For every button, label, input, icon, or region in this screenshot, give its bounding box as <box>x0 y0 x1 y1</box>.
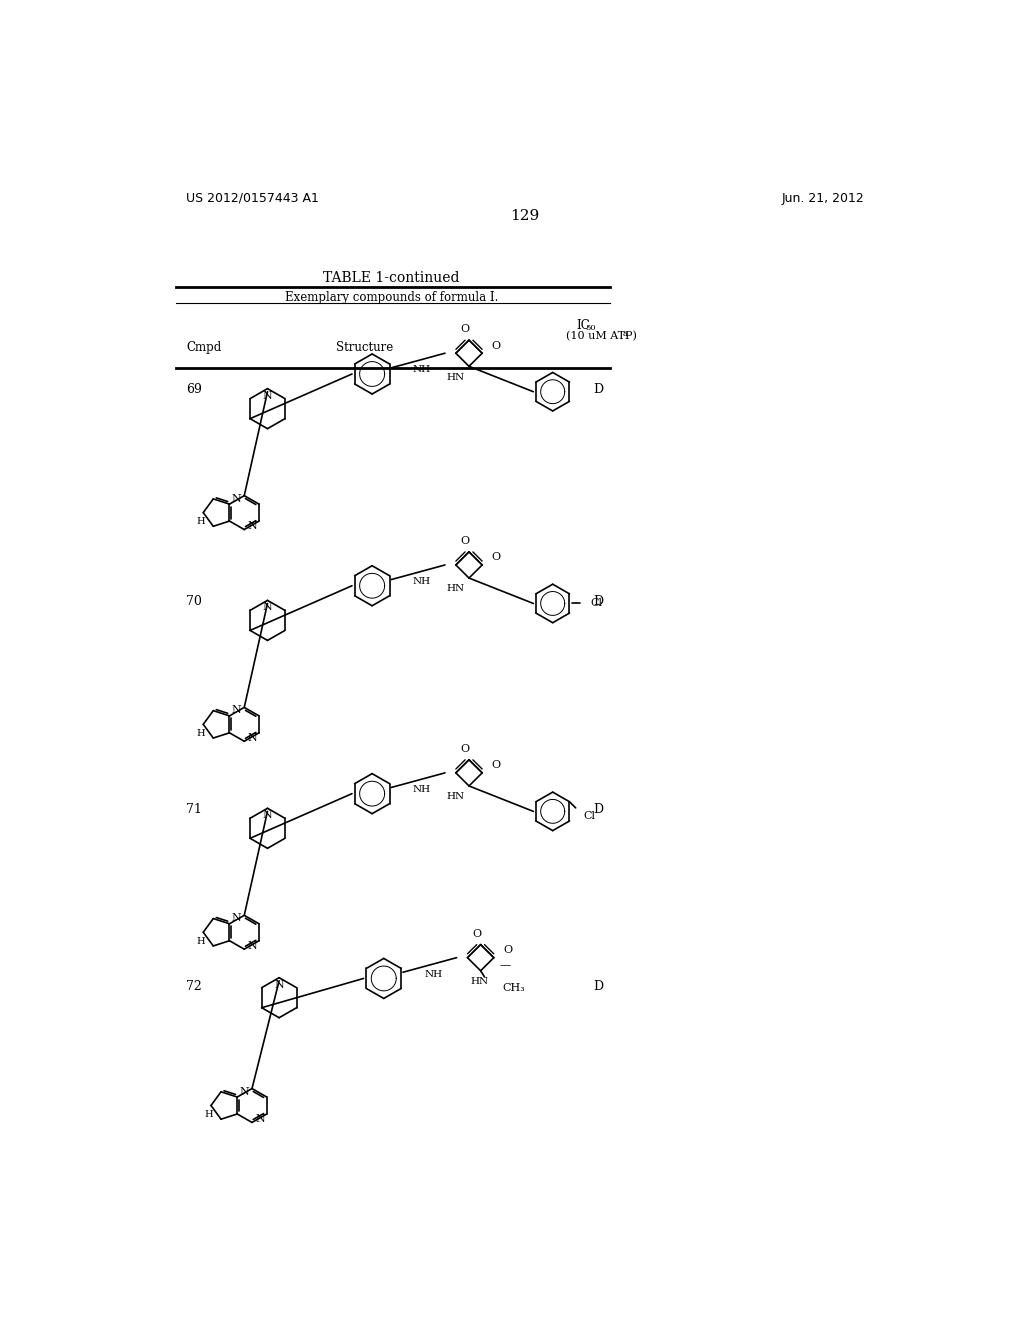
Text: D: D <box>593 803 603 816</box>
Text: 71: 71 <box>186 803 202 816</box>
Text: N: N <box>262 810 272 820</box>
Text: 72: 72 <box>186 979 202 993</box>
Text: O: O <box>492 760 501 770</box>
Text: N: N <box>231 913 241 924</box>
Text: N: N <box>255 1114 265 1125</box>
Text: O: O <box>503 945 512 954</box>
Text: 69: 69 <box>186 383 202 396</box>
Text: HN: HN <box>446 792 464 801</box>
Text: O: O <box>461 536 470 546</box>
Text: N: N <box>231 494 241 504</box>
Text: US 2012/0157443 A1: US 2012/0157443 A1 <box>186 191 319 205</box>
Text: TABLE 1-continued: TABLE 1-continued <box>324 271 460 285</box>
Text: 129: 129 <box>510 209 540 223</box>
Text: NH: NH <box>413 785 431 793</box>
Text: Cmpd: Cmpd <box>186 341 221 354</box>
Text: H: H <box>197 517 205 527</box>
Text: N: N <box>262 602 272 612</box>
Text: O: O <box>461 744 470 754</box>
Text: —: — <box>499 961 510 970</box>
Text: O: O <box>461 325 470 334</box>
Text: N: N <box>274 979 284 990</box>
Text: a: a <box>623 330 628 338</box>
Text: Exemplary compounds of formula I.: Exemplary compounds of formula I. <box>285 292 499 305</box>
Text: Jun. 21, 2012: Jun. 21, 2012 <box>781 191 864 205</box>
Text: O: O <box>472 929 481 939</box>
Text: D: D <box>593 979 603 993</box>
Text: N: N <box>231 705 241 715</box>
Text: HN: HN <box>470 977 488 986</box>
Text: NH: NH <box>413 577 431 586</box>
Text: N: N <box>240 1086 249 1097</box>
Text: H: H <box>197 729 205 738</box>
Text: IC: IC <box>575 319 590 333</box>
Text: NH: NH <box>425 970 442 978</box>
Text: Structure: Structure <box>336 341 393 354</box>
Text: H: H <box>197 937 205 946</box>
Text: O: O <box>492 552 501 562</box>
Text: O: O <box>492 341 501 351</box>
Text: D: D <box>593 594 603 607</box>
Text: N: N <box>262 391 272 400</box>
Text: CH₃: CH₃ <box>503 982 525 993</box>
Text: HN: HN <box>446 372 464 381</box>
Text: D: D <box>593 383 603 396</box>
Text: N: N <box>248 521 257 532</box>
Text: H: H <box>205 1110 213 1119</box>
Text: Cl: Cl <box>584 810 595 821</box>
Text: N: N <box>248 733 257 743</box>
Text: HN: HN <box>446 585 464 593</box>
Text: 70: 70 <box>186 594 202 607</box>
Text: NH: NH <box>413 366 431 375</box>
Text: (10 uM ATP): (10 uM ATP) <box>566 331 637 342</box>
Text: N: N <box>248 941 257 952</box>
Text: 50: 50 <box>586 323 596 331</box>
Text: Cl: Cl <box>591 598 603 609</box>
